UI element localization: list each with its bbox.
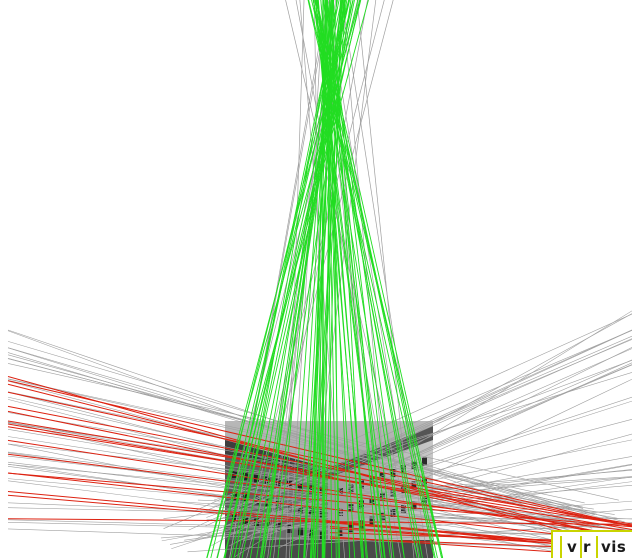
gray-left-line	[7, 451, 567, 523]
building-window	[287, 481, 292, 489]
building-window	[243, 516, 248, 525]
gray-right-line	[195, 313, 632, 511]
red-horizontal-line	[7, 453, 632, 532]
building-window	[390, 469, 396, 477]
red-horizontal-line	[7, 472, 632, 544]
building-window	[422, 457, 427, 466]
gray-vertical-line	[285, 0, 305, 558]
vertical-line	[311, 0, 345, 558]
red-horizontal-line	[7, 472, 632, 528]
building-window	[276, 478, 281, 487]
building-window	[411, 481, 417, 490]
vertical-line	[237, 0, 338, 558]
vertical-line	[256, 0, 345, 558]
vertical-line	[326, 0, 386, 558]
gray-left-line	[7, 528, 613, 550]
logo-bar-1	[560, 536, 562, 558]
gray-vertical-line	[305, 0, 377, 558]
gray-right-line	[206, 360, 632, 518]
gray-right-line	[228, 347, 632, 547]
building-window	[298, 483, 303, 492]
gray-left-line	[7, 480, 592, 554]
logo-text-vis: vis	[601, 538, 627, 556]
vertical-line	[310, 0, 327, 558]
vertical-line	[326, 0, 405, 558]
vertical-line	[310, 0, 333, 558]
red-horizontal-line	[7, 518, 632, 525]
gray-right-line	[195, 348, 632, 540]
green-vertical-line-group	[206, 0, 444, 558]
gray-right-line	[216, 335, 632, 515]
vertical-line	[277, 0, 333, 558]
gray-left-line	[7, 358, 584, 509]
building-window	[309, 485, 314, 494]
vertical-line	[317, 0, 368, 558]
red-horizontal-line-group	[7, 375, 632, 558]
building-window	[411, 501, 417, 510]
gray-left-line	[7, 391, 597, 515]
gray-vertical-line	[326, 0, 420, 558]
building-window	[380, 472, 385, 481]
building-window	[287, 503, 292, 511]
gray-left-line	[7, 507, 578, 521]
building-window	[369, 516, 375, 525]
vertical-line	[313, 0, 383, 558]
gray-right-line	[206, 485, 632, 521]
logo-bar-3	[596, 536, 598, 558]
vertical-line	[326, 0, 333, 558]
building-window	[422, 497, 427, 506]
gray-vertical-line	[238, 0, 385, 558]
gray-left-line	[7, 519, 571, 535]
red-horizontal-line	[7, 423, 632, 531]
red-horizontal-line	[7, 439, 632, 538]
vertical-line	[224, 0, 340, 558]
vrvis-logo: v r vis	[551, 530, 632, 558]
gray-left-line	[7, 330, 568, 537]
gray-right-line	[211, 313, 632, 546]
vertical-line	[216, 0, 369, 558]
building-window	[287, 525, 292, 533]
gray-left-line	[7, 502, 567, 526]
gray-right-line	[265, 517, 632, 520]
gray-left-line	[7, 422, 615, 515]
gray-right-line	[278, 378, 632, 549]
building-window	[338, 528, 343, 536]
building-window	[232, 492, 237, 500]
gray-right-line	[225, 419, 632, 526]
gray-left-line	[7, 347, 591, 518]
gray-right-line	[161, 456, 632, 542]
vertical-line	[325, 0, 378, 558]
gray-right-line	[188, 329, 632, 531]
vertical-line	[332, 0, 339, 558]
logo-text-vr: v r	[567, 538, 591, 556]
vertical-line	[297, 0, 332, 558]
vertical-line	[316, 0, 444, 558]
vertical-line	[314, 0, 423, 558]
gray-left-line	[7, 421, 568, 551]
vertical-line	[314, 0, 346, 558]
vertical-line	[315, 0, 436, 558]
gray-left-line	[7, 522, 584, 536]
vertical-line	[230, 0, 350, 558]
vertical-line	[321, 0, 324, 558]
building-window	[265, 520, 270, 529]
building-window	[232, 514, 237, 522]
logo-bar-2	[580, 536, 582, 558]
gray-left-line	[7, 455, 581, 522]
building-window	[411, 461, 417, 470]
building-window	[298, 527, 303, 536]
red-horizontal-line	[7, 426, 632, 527]
